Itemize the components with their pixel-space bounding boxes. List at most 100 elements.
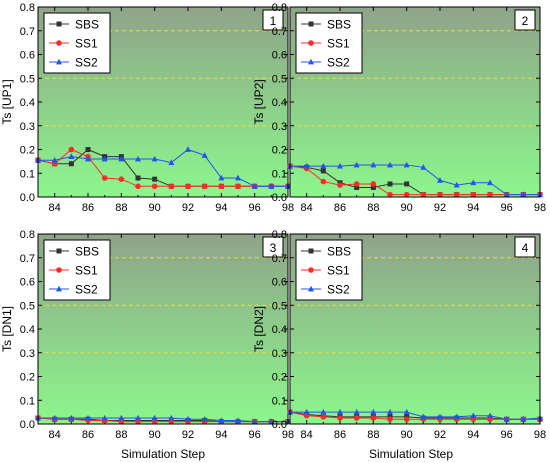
data-point-ss1 [235, 183, 241, 190]
plot-frame [37, 6, 289, 198]
data-point-ss2 [370, 161, 377, 168]
data-point-ss2 [235, 417, 241, 423]
data-point-ss1 [470, 191, 477, 198]
data-point-ss2 [453, 181, 460, 188]
data-point-ss2 [420, 164, 427, 170]
plot-frame [289, 6, 541, 198]
panel-number: 2 [522, 14, 529, 28]
chart-panel-4: 0.0 0.1 0.2 0.3 0.4 0.5 0.6 0.7 0.8 84 86 88 90 92 94 9… [252, 229, 546, 441]
x-tick-label: 90 [149, 429, 161, 441]
data-point-ss2 [320, 408, 327, 415]
data-point-ss1 [487, 191, 493, 198]
x-tick-label: 98 [534, 429, 546, 441]
data-point-ss2 [303, 162, 310, 169]
y-tick-label: 0.7 [272, 26, 287, 38]
chart-panel-1: 0.0 0.1 0.2 0.3 0.4 0.5 0.6 0.7 0.8 84 86 88 90 92 94 9… [0, 2, 294, 214]
legend-label-ss2: SS2 [327, 283, 350, 297]
data-point-ss2 [101, 155, 108, 162]
data-point-ss2 [168, 159, 175, 165]
chart-panel-3: 0.0 0.1 0.2 0.3 0.4 0.5 0.6 0.7 0.8 84 86 88 90 92 94 9… [0, 229, 294, 441]
data-point-ss2 [85, 414, 91, 421]
legend-marker-ss2 [56, 285, 62, 292]
panel-number-box [262, 236, 284, 258]
data-point-ss2 [520, 191, 527, 198]
data-point-ss2 [503, 191, 510, 198]
data-point-ss1 [353, 415, 360, 421]
data-point-ss2 [118, 155, 125, 162]
y-tick-label: 0.0 [20, 192, 35, 204]
data-point-ss2 [51, 156, 58, 163]
data-point-sbs [320, 168, 326, 174]
data-point-ss2 [353, 408, 360, 415]
x-tick-label: 86 [82, 429, 94, 441]
legend-marker-sbs [56, 248, 62, 254]
y-tick-label: 0.8 [272, 2, 287, 14]
y-tick-label: 0.5 [272, 300, 287, 312]
x-tick-label: 86 [82, 202, 94, 214]
x-tick-label: 92 [182, 429, 194, 441]
x-axis-label: Simulation Step [369, 447, 453, 461]
y-tick-label: 0.1 [272, 168, 287, 180]
legend-label-ss2: SS2 [75, 283, 98, 297]
panels: 0.0 0.1 0.2 0.3 0.4 0.5 0.6 0.7 0.8 84 86 88 90 92 94 9… [0, 2, 546, 441]
y-tick-label: 0.2 [272, 145, 287, 157]
y-tick-label: 0.6 [272, 50, 287, 62]
legend-label-sbs: SBS [327, 245, 351, 259]
data-point-ss2 [487, 179, 493, 186]
x-tick-label: 86 [334, 429, 346, 441]
legend-marker-ss2 [308, 58, 314, 65]
y-tick-label: 0.5 [20, 300, 35, 312]
panel-number-box [514, 9, 536, 31]
panel-number: 4 [522, 241, 529, 255]
data-point-ss1 [320, 178, 327, 185]
legend-label-ss2: SS2 [75, 56, 98, 70]
y-tick-label: 0.1 [20, 395, 35, 407]
data-point-ss1 [387, 191, 393, 198]
y-tick-label: 0.0 [272, 192, 287, 204]
data-point-ss2 [268, 418, 275, 425]
data-point-ss1 [185, 183, 191, 190]
legend-label-ss1: SS1 [75, 264, 98, 278]
legend-marker-ss2 [308, 285, 314, 292]
y-tick-label: 0.0 [272, 419, 287, 431]
x-axis-label: Simulation Step [121, 447, 205, 461]
x-tick-label: 90 [149, 202, 161, 214]
x-tick-label: 96 [249, 429, 261, 441]
legend-label-sbs: SBS [75, 18, 99, 32]
x-tick-label: 92 [434, 202, 446, 214]
x-tick-label: 88 [115, 429, 127, 441]
y-tick-label: 0.8 [20, 229, 35, 241]
data-point-sbs [387, 181, 393, 187]
legend-label-sbs: SBS [327, 18, 351, 32]
x-tick-label: 98 [282, 202, 294, 214]
data-point-ss2 [437, 413, 443, 420]
data-point-ss1 [453, 191, 460, 198]
data-point-sbs [85, 147, 91, 152]
legend-label-ss2: SS2 [327, 56, 350, 70]
legend-marker-ss1 [308, 267, 314, 273]
data-point-ss1 [370, 415, 377, 421]
data-point-ss1 [118, 176, 125, 182]
legend-marker-ss2 [56, 58, 62, 65]
y-tick-label: 0.7 [20, 26, 35, 38]
data-point-ss2 [370, 408, 377, 415]
data-point-ss1 [420, 191, 427, 198]
y-tick-label: 0.4 [272, 97, 287, 109]
y-axis-label: Ts [UP2] [252, 79, 266, 124]
data-point-ss2 [437, 177, 443, 183]
series-line-ss1 [37, 417, 288, 423]
x-tick-label: 96 [501, 202, 513, 214]
y-axis-label: Ts [UP1] [0, 79, 14, 124]
data-point-ss1 [201, 183, 208, 190]
data-point-ss1 [337, 182, 343, 188]
x-tick-label: 84 [301, 202, 313, 214]
y-tick-label: 0.3 [272, 121, 287, 133]
y-tick-label: 0.4 [272, 324, 287, 336]
y-tick-label: 0.2 [272, 372, 287, 384]
data-point-ss1 [151, 183, 158, 190]
x-tick-label: 92 [182, 202, 194, 214]
data-point-ss2 [353, 161, 360, 168]
data-point-ss2 [337, 408, 343, 415]
data-point-ss2 [168, 414, 175, 421]
data-point-ss2 [268, 183, 275, 189]
